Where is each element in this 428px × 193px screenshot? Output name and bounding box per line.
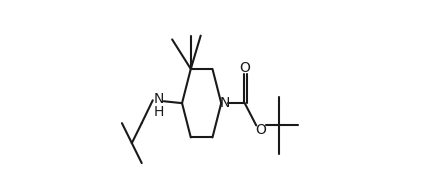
Text: O: O xyxy=(256,123,267,137)
Text: H: H xyxy=(153,105,163,119)
Text: N: N xyxy=(219,96,230,110)
Text: O: O xyxy=(239,61,250,75)
Text: N: N xyxy=(153,92,163,106)
